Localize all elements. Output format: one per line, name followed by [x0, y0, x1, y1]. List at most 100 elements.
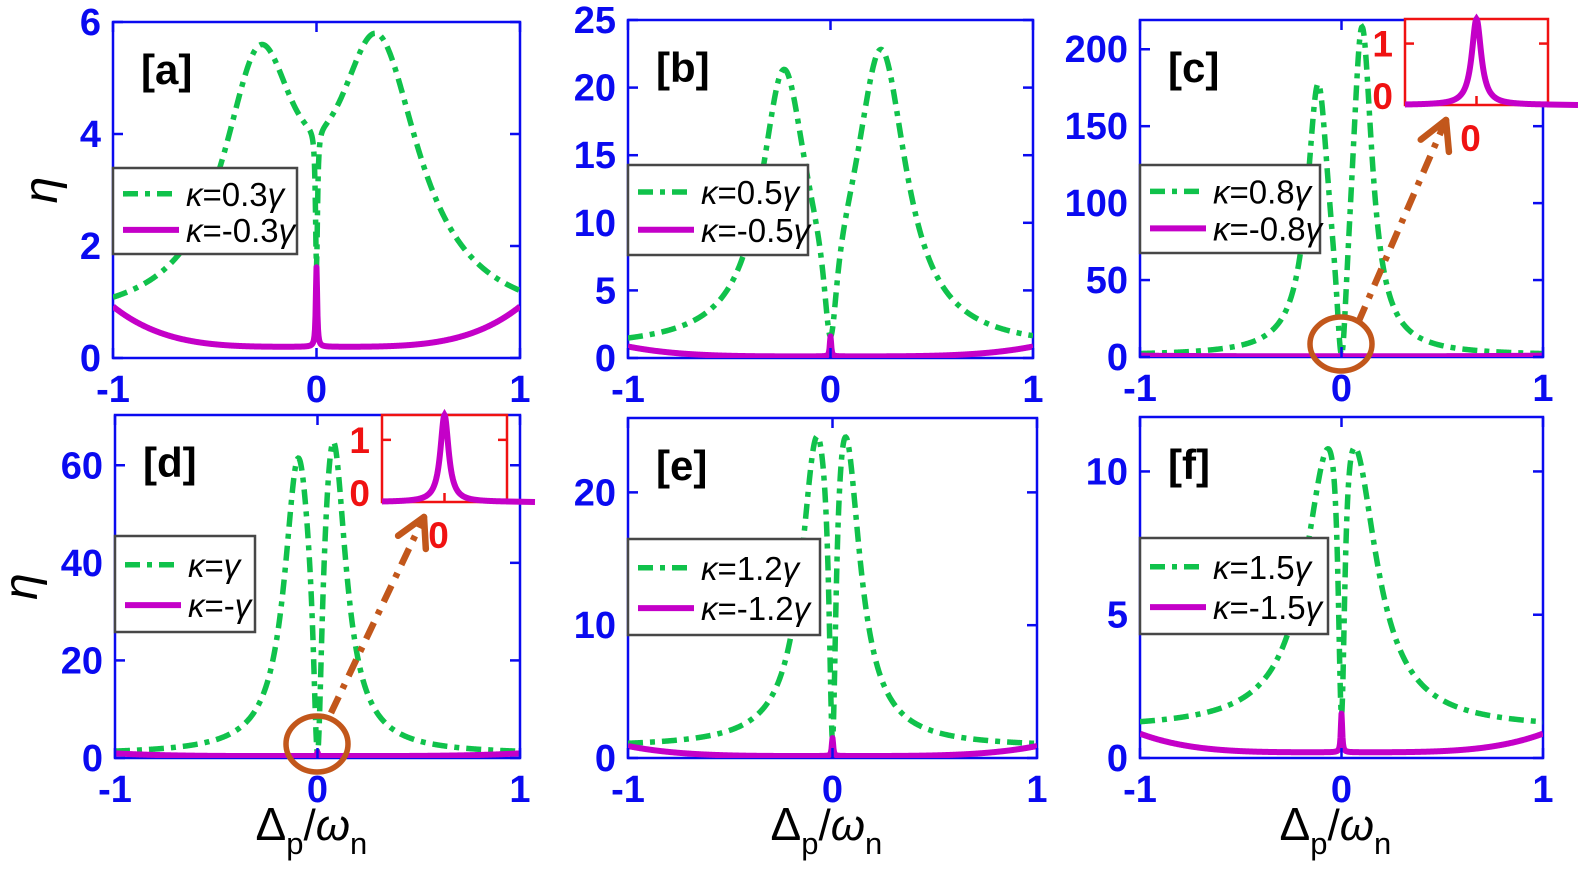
- legend-label: κ=-0.5γ: [701, 212, 813, 249]
- legend-box-c: [1138, 163, 1322, 255]
- zoom-arrow-head: [1417, 116, 1450, 143]
- x-tick-label: -1: [611, 369, 645, 411]
- legend-a: κ=0.3γκ=-0.3γ: [111, 166, 299, 256]
- panel-label-e: [e]: [656, 442, 707, 489]
- y-tick-label: 6: [80, 2, 101, 44]
- legend-label: κ=0.5γ: [701, 174, 802, 211]
- x-tick-label: 1: [1532, 769, 1553, 811]
- legend-label: κ=-0.8γ: [1213, 210, 1325, 247]
- x-axis-label-e: Δp/ωn: [771, 798, 883, 861]
- y-axis-label-d: η: [0, 573, 48, 600]
- y-tick-label: 60: [61, 445, 103, 487]
- inset-curve-d: [381, 408, 536, 505]
- x-axis-label-part: n: [865, 826, 882, 861]
- inset-ytick-label-zero: 0: [1372, 76, 1393, 117]
- legend-b: κ=0.5γκ=-0.5γ: [626, 163, 813, 257]
- x-axis-label-part: /: [1327, 801, 1340, 850]
- y-tick-label: 0: [82, 738, 103, 780]
- x-axis-label-part: n: [1374, 826, 1391, 861]
- y-tick-label: 0: [595, 738, 616, 780]
- y-tick-label: 10: [1086, 451, 1128, 493]
- panel-label-c: [c]: [1168, 44, 1219, 91]
- legend-label: κ=0.8γ: [1213, 173, 1314, 210]
- x-axis-label-f: Δp/ωn: [1280, 798, 1392, 861]
- x-axis-label-part: ω: [831, 801, 865, 850]
- x-tick-label: -1: [611, 769, 645, 811]
- zoom-arrow-head: [420, 513, 430, 553]
- x-axis-label-part: n: [350, 826, 367, 861]
- legend-box-b: [626, 163, 810, 257]
- legend-box-e: [626, 537, 822, 637]
- x-tick-label: 1: [509, 369, 530, 411]
- x-tick-label: 0: [820, 369, 841, 411]
- x-tick-label: 0: [1331, 769, 1352, 811]
- curves-b: [628, 46, 1033, 358]
- legend-c: κ=0.8γκ=-0.8γ: [1138, 163, 1325, 255]
- y-tick-label: 0: [1107, 337, 1128, 379]
- y-tick-label: 0: [1107, 738, 1128, 780]
- inset-curve-c: [1404, 13, 1578, 108]
- y-tick-label: 2: [80, 226, 101, 268]
- panel-label-f: [f]: [1168, 441, 1210, 488]
- legend-label: κ=-1.5γ: [1213, 589, 1325, 626]
- inset-c: 1 0 0: [1372, 13, 1578, 159]
- x-tick-label: 1: [1026, 769, 1047, 811]
- y-tick-label: 200: [1065, 29, 1128, 71]
- kappa-positive-curve-f: [1140, 444, 1543, 725]
- y-tick-label: 100: [1065, 183, 1128, 225]
- x-axis-label-part: /: [818, 801, 831, 850]
- y-tick-label: 20: [574, 472, 616, 514]
- inset-xtick-label-zero: 0: [428, 515, 449, 556]
- x-axis-label-part: Δ: [1280, 798, 1311, 850]
- curves-f: [1140, 444, 1543, 756]
- x-axis-label-part: Δ: [771, 798, 802, 850]
- kappa-negative-curve-e: [628, 735, 1037, 758]
- zoom-arrow-d: [328, 515, 427, 715]
- legend-label: κ=-γ: [188, 587, 254, 624]
- y-tick-label: 10: [574, 203, 616, 245]
- panel-label-a: [a]: [141, 46, 192, 93]
- x-tick-label: 1: [1022, 369, 1043, 411]
- inset-ytick-label-one: 1: [349, 420, 370, 461]
- panel-label-b: [b]: [656, 44, 710, 91]
- x-axis-label-part: ω: [1340, 801, 1374, 850]
- legend-label: κ=0.3γ: [186, 176, 287, 213]
- x-axis-label-part: p: [801, 826, 818, 861]
- legend-f: κ=1.5γκ=-1.5γ: [1138, 536, 1330, 636]
- inset-ticks-c: [1405, 42, 1548, 105]
- x-tick-label: 1: [509, 769, 530, 811]
- x-tick-label: 0: [306, 369, 327, 411]
- x-tick-label: 1: [1532, 368, 1553, 410]
- x-axis-label-part: p: [286, 826, 303, 861]
- x-tick-label: 0: [307, 769, 328, 811]
- inset-xtick-label-zero: 0: [1460, 118, 1481, 159]
- y-tick-label: 25: [574, 0, 616, 42]
- y-tick-label: 10: [574, 605, 616, 647]
- legend-box-d: [113, 534, 257, 634]
- legend-label: κ=1.5γ: [1213, 549, 1314, 586]
- zoom-arrow-head: [1442, 116, 1453, 156]
- legend-label: κ=γ: [188, 547, 243, 584]
- y-tick-label: 40: [61, 543, 103, 585]
- legend-label: κ=-0.3γ: [186, 212, 298, 249]
- legend-box-f: [1138, 536, 1330, 636]
- inset-ytick-label-one: 1: [1372, 24, 1393, 65]
- y-tick-label: 20: [574, 68, 616, 110]
- panel-label-d: [d]: [143, 439, 197, 486]
- legend-e: κ=1.2γκ=-1.2γ: [626, 537, 822, 637]
- y-tick-label: 5: [1107, 595, 1128, 637]
- legend-label: κ=-1.2γ: [701, 590, 813, 627]
- legend-box-a: [111, 166, 299, 256]
